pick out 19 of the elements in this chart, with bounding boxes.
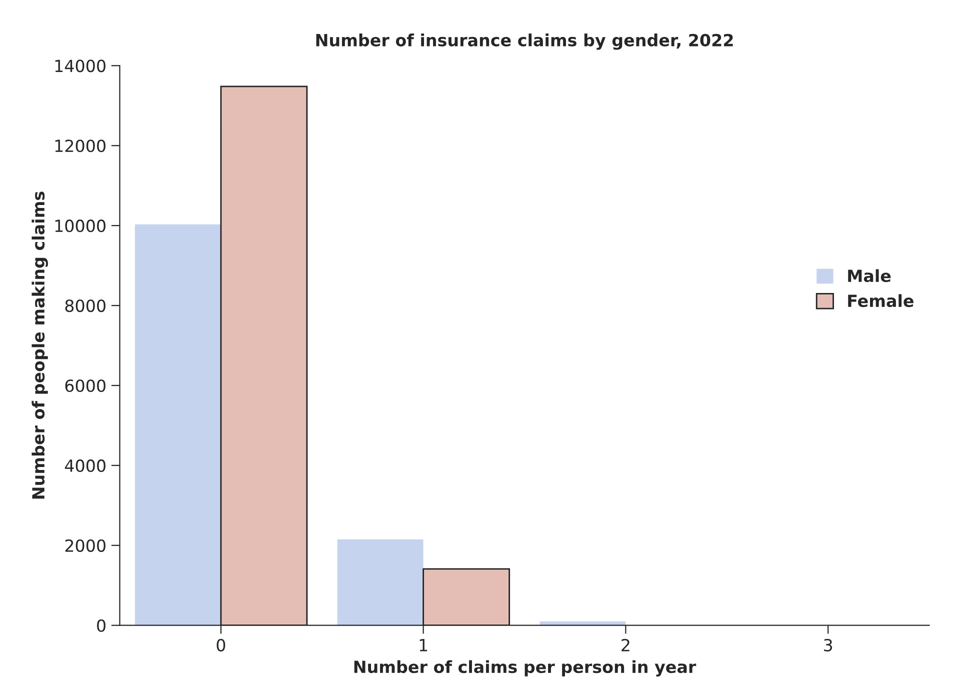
y-tick-label: 0 xyxy=(97,619,106,632)
chart-title: Number of insurance claims by gender, 2022 xyxy=(316,34,733,50)
bar xyxy=(337,539,424,626)
legend-label: Male xyxy=(848,269,891,282)
x-tick-label: 3 xyxy=(824,638,832,652)
y-tick-label: 6000 xyxy=(65,379,106,392)
y-tick-label: 12000 xyxy=(55,140,106,152)
y-tick-label: 8000 xyxy=(65,299,106,312)
x-tick-label: 1 xyxy=(420,639,428,652)
y-tick-label: 14000 xyxy=(55,60,106,72)
y-tick-label: 10000 xyxy=(55,220,106,232)
legend-label: Female xyxy=(848,294,914,308)
x-axis-title: Number of claims per person in year xyxy=(354,660,696,676)
x-tick-label: 2 xyxy=(622,638,630,652)
y-axis-title: Number of people making claims xyxy=(32,192,48,499)
bar xyxy=(134,224,221,626)
y-tick-label: 4000 xyxy=(64,459,106,472)
x-tick-label: 0 xyxy=(216,638,226,652)
y-tick-label: 2000 xyxy=(65,539,106,552)
